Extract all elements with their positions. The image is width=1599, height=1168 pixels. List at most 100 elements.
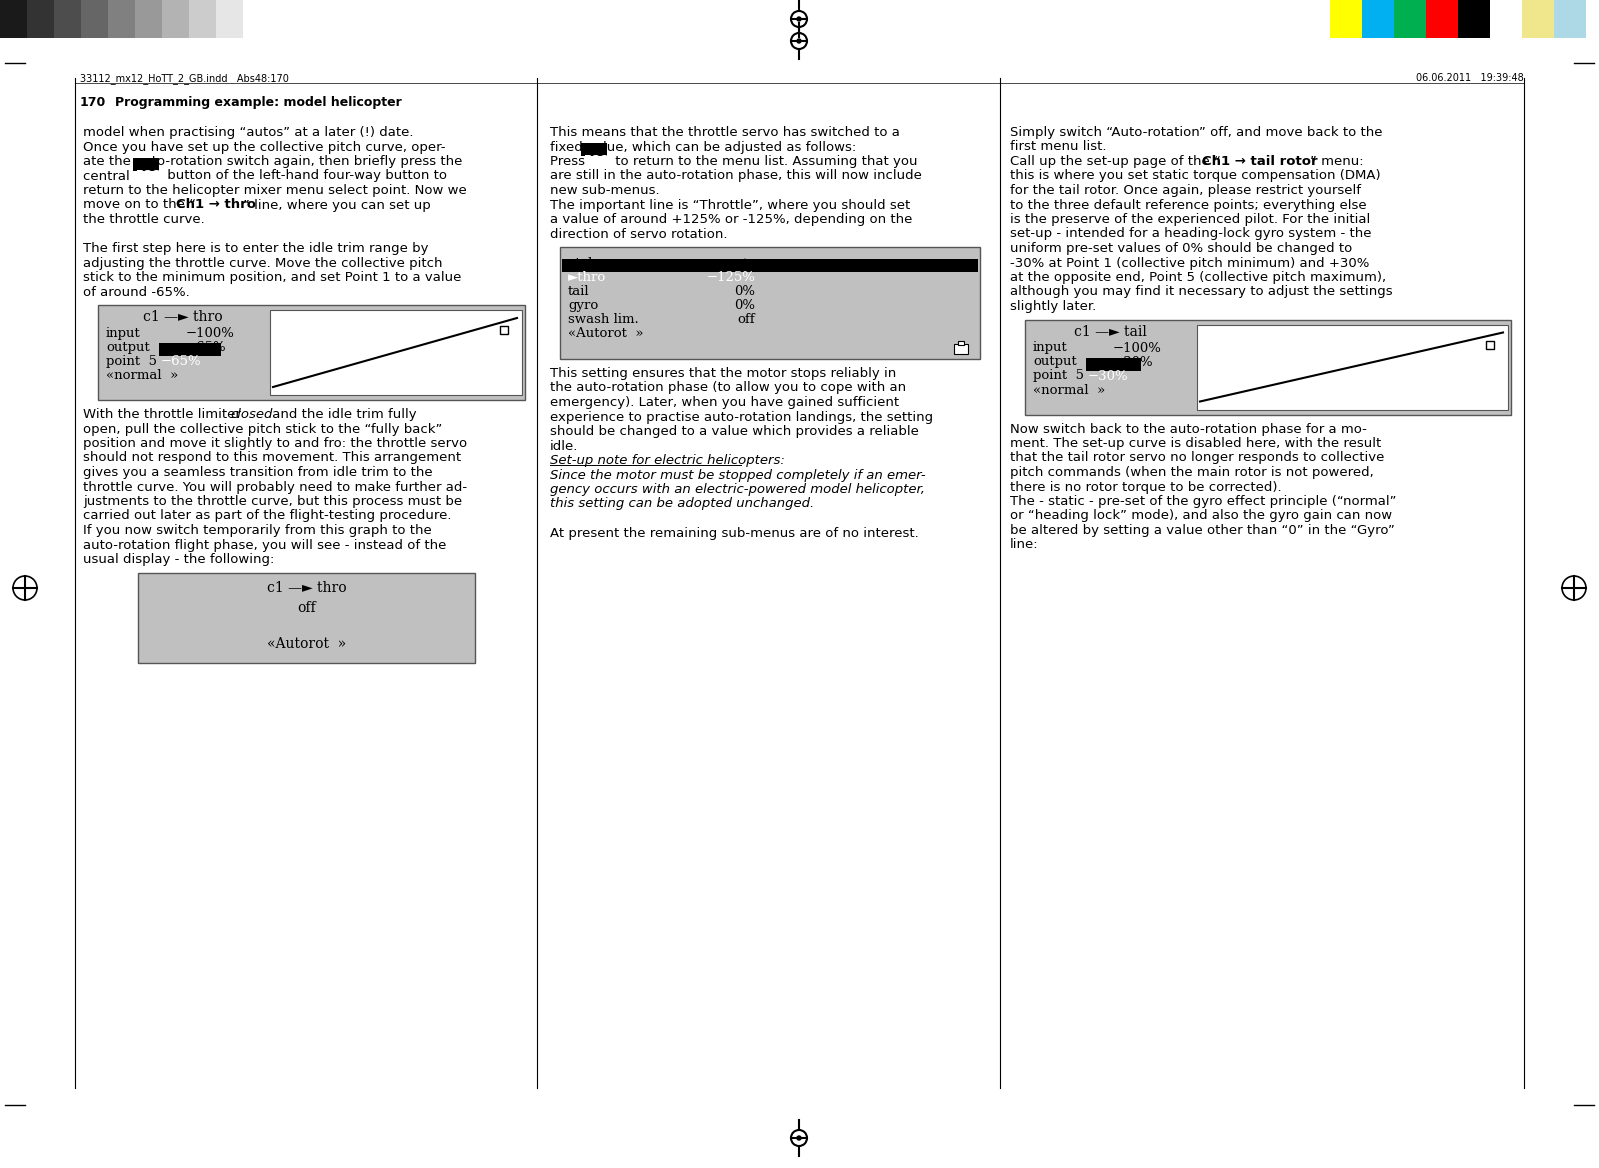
Text: be altered by setting a value other than “0” in the “Gyro”: be altered by setting a value other than…	[1011, 524, 1394, 537]
Text: of around -65%.: of around -65%.	[83, 285, 190, 299]
Text: should be changed to a value which provides a reliable: should be changed to a value which provi…	[550, 425, 919, 438]
Text: the throttle curve.: the throttle curve.	[83, 213, 205, 225]
Text: point  5: point 5	[106, 355, 157, 368]
Text: gyro: gyro	[568, 299, 598, 312]
Bar	[0, 0, 27, 39]
Text: ESC: ESC	[584, 155, 608, 165]
Text: button of the left-hand four-way button to: button of the left-hand four-way button …	[163, 169, 448, 182]
Bar	[270, 310, 521, 395]
Bar	[54, 0, 82, 39]
Bar	[561, 259, 979, 272]
Bar	[138, 572, 475, 662]
Text: uniform pre-set values of 0% should be changed to: uniform pre-set values of 0% should be c…	[1011, 242, 1353, 255]
Text: ►thro: ►thro	[568, 271, 606, 284]
Text: Simply switch “Auto-rotation” off, and move back to the: Simply switch “Auto-rotation” off, and m…	[1011, 126, 1383, 139]
Text: central: central	[83, 169, 134, 182]
Bar	[1330, 0, 1362, 39]
Text: fixed value, which can be adjusted as follows:: fixed value, which can be adjusted as fo…	[550, 140, 855, 153]
Circle shape	[796, 1136, 801, 1140]
Text: ESC: ESC	[136, 169, 160, 180]
Text: gives you a seamless transition from idle trim to the: gives you a seamless transition from idl…	[83, 466, 433, 479]
Text: the auto-rotation phase (to allow you to cope with an: the auto-rotation phase (to allow you to…	[550, 382, 907, 395]
Text: usual display - the following:: usual display - the following:	[83, 552, 275, 566]
Bar	[109, 0, 134, 39]
Text: ” menu:: ” menu:	[1310, 155, 1364, 168]
Text: Set-up note for electric helicopters:: Set-up note for electric helicopters:	[550, 454, 785, 467]
Text: output: output	[1033, 355, 1076, 368]
Text: open, pull the collective pitch stick to the “fully back”: open, pull the collective pitch stick to…	[83, 423, 443, 436]
Bar	[98, 305, 524, 399]
Text: direction of servo rotation.: direction of servo rotation.	[550, 228, 728, 241]
Text: input: input	[106, 327, 141, 340]
Text: If you now switch temporarily from this graph to the: If you now switch temporarily from this …	[83, 524, 432, 537]
Text: for the tail rotor. Once again, please restrict yourself: for the tail rotor. Once again, please r…	[1011, 185, 1361, 197]
Text: output: output	[106, 341, 150, 354]
Bar	[243, 0, 270, 39]
Text: position and move it slightly to and fro: the throttle servo: position and move it slightly to and fro…	[83, 437, 467, 450]
Text: Once you have set up the collective pitch curve, oper-: Once you have set up the collective pitc…	[83, 140, 446, 153]
Text: swash lim.: swash lim.	[568, 313, 638, 326]
Bar	[133, 158, 158, 171]
Text: throttle curve. You will probably need to make further ad-: throttle curve. You will probably need t…	[83, 480, 467, 494]
Text: This setting ensures that the motor stops reliably in: This setting ensures that the motor stop…	[550, 367, 897, 380]
Text: With the throttle limiter: With the throttle limiter	[83, 408, 245, 420]
Text: model when practising “autos” at a later (!) date.: model when practising “autos” at a later…	[83, 126, 414, 139]
Text: −125%: −125%	[707, 271, 755, 284]
Text: carried out later as part of the flight-testing procedure.: carried out later as part of the flight-…	[83, 509, 451, 522]
Text: Now switch back to the auto-rotation phase for a mo-: Now switch back to the auto-rotation pha…	[1011, 423, 1367, 436]
Text: set-up - intended for a heading-lock gyro system - the: set-up - intended for a heading-lock gyr…	[1011, 228, 1372, 241]
Bar	[580, 142, 608, 157]
Text: ate the auto-rotation switch again, then briefly press the: ate the auto-rotation switch again, then…	[83, 155, 462, 168]
Text: to the three default reference points; everything else: to the three default reference points; e…	[1011, 199, 1367, 211]
Text: idle.: idle.	[550, 439, 579, 452]
Text: The first step here is to enter the idle trim range by: The first step here is to enter the idle…	[83, 242, 429, 255]
Text: −30%: −30%	[1113, 355, 1153, 368]
Text: −65%: −65%	[185, 341, 227, 354]
Circle shape	[796, 18, 801, 21]
Bar	[1394, 0, 1426, 39]
Text: −65%: −65%	[161, 355, 201, 368]
Text: auto-rotation flight phase, you will see - instead of the: auto-rotation flight phase, you will see…	[83, 538, 446, 551]
Bar	[1025, 320, 1511, 415]
Text: experience to practise auto-rotation landings, the setting: experience to practise auto-rotation lan…	[550, 410, 934, 424]
Text: −100%: −100%	[1113, 341, 1162, 355]
Text: this setting can be adopted unchanged.: this setting can be adopted unchanged.	[550, 498, 814, 510]
Bar	[134, 0, 161, 39]
Text: «Autorot  »: «Autorot »	[267, 638, 345, 652]
Text: that the tail rotor servo no longer responds to collective: that the tail rotor servo no longer resp…	[1011, 452, 1385, 465]
Text: Programming example: model helicopter: Programming example: model helicopter	[115, 96, 401, 109]
Bar	[216, 0, 243, 39]
Text: and the idle trim fully: and the idle trim fully	[269, 408, 417, 420]
Text: −30%: −30%	[1087, 369, 1129, 382]
Text: or “heading lock” mode), and also the gyro gain can now: or “heading lock” mode), and also the gy…	[1011, 509, 1393, 522]
Text: point  5: point 5	[1033, 369, 1084, 382]
Text: is the preserve of the experienced pilot. For the initial: is the preserve of the experienced pilot…	[1011, 213, 1370, 225]
Text: ptch: ptch	[568, 257, 598, 270]
Text: ment. The set-up curve is disabled here, with the result: ment. The set-up curve is disabled here,…	[1011, 437, 1382, 450]
Text: ” line, where you can set up: ” line, where you can set up	[243, 199, 430, 211]
Bar	[1490, 0, 1522, 39]
Text: a value of around +125% or -125%, depending on the: a value of around +125% or -125%, depend…	[550, 213, 913, 225]
Text: «Autorot  »: «Autorot »	[568, 327, 643, 340]
Text: 0%: 0%	[734, 285, 755, 298]
Text: emergency). Later, when you have gained sufficient: emergency). Later, when you have gained …	[550, 396, 899, 409]
Text: there is no rotor torque to be corrected).: there is no rotor torque to be corrected…	[1011, 480, 1282, 494]
Text: c1 —► tail: c1 —► tail	[1073, 325, 1146, 339]
Text: «normal  »: «normal »	[1033, 383, 1105, 396]
Text: tail: tail	[568, 285, 590, 298]
Text: 0%: 0%	[734, 299, 755, 312]
Bar	[82, 0, 109, 39]
Text: new sub-menus.: new sub-menus.	[550, 185, 660, 197]
Text: Since the motor must be stopped completely if an emer-: Since the motor must be stopped complete…	[550, 468, 926, 481]
Bar	[1198, 325, 1508, 410]
Text: c1 —► thro: c1 —► thro	[267, 580, 347, 595]
Text: stick to the minimum position, and set Point 1 to a value: stick to the minimum position, and set P…	[83, 271, 462, 284]
Text: −100%: −100%	[185, 327, 235, 340]
Text: although you may find it necessary to adjust the settings: although you may find it necessary to ad…	[1011, 285, 1393, 299]
Text: slightly later.: slightly later.	[1011, 300, 1097, 313]
Text: to return to the menu list. Assuming that you: to return to the menu list. Assuming tha…	[611, 155, 918, 168]
Text: gency occurs with an electric-powered model helicopter,: gency occurs with an electric-powered mo…	[550, 484, 924, 496]
Bar	[958, 341, 964, 345]
Text: input: input	[1033, 341, 1068, 355]
Text: pitch commands (when the main rotor is not powered,: pitch commands (when the main rotor is n…	[1011, 466, 1374, 479]
